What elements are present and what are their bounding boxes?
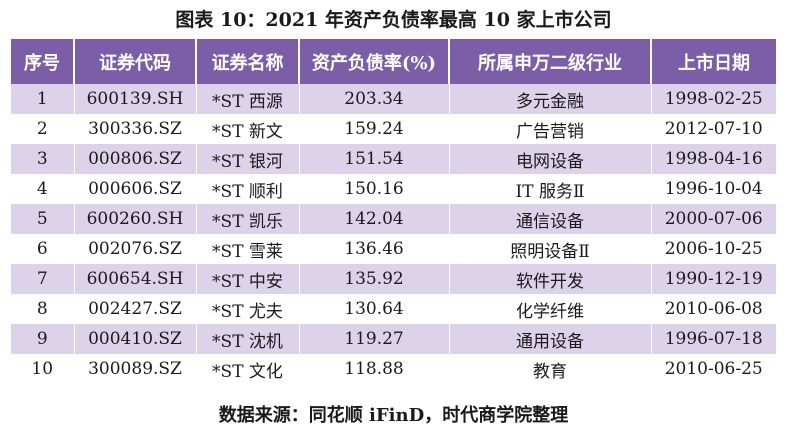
cell-index: 4 <box>11 174 75 204</box>
header-listing-date: 上市日期 <box>651 39 776 84</box>
source-note: 数据来源：同花顺 iFinD，时代商学院整理 <box>218 405 569 426</box>
cell-index: 1 <box>11 84 75 114</box>
cell-debt-ratio: 151.54 <box>299 144 450 174</box>
table-row: 1 600139.SH *ST 西源 203.34 多元金融 1998-02-25 <box>11 84 776 114</box>
cell-listing-date: 1996-07-18 <box>651 324 776 354</box>
cell-industry: 通信设备 <box>449 204 652 234</box>
cell-debt-ratio: 118.88 <box>299 354 450 384</box>
cell-listing-date: 1996-10-04 <box>651 174 776 204</box>
cell-name: *ST 沈机 <box>196 324 300 354</box>
table-title: 图表 10：2021 年资产负债率最高 10 家上市公司 <box>175 9 612 31</box>
header-debt-ratio: 资产负债率(%) <box>299 39 450 84</box>
cell-name: *ST 尤夫 <box>196 294 300 324</box>
cell-debt-ratio: 136.46 <box>299 234 450 264</box>
cell-code: 000606.SZ <box>74 174 197 204</box>
cell-industry: IT 服务Ⅱ <box>449 174 652 204</box>
cell-code: 600139.SH <box>74 84 197 114</box>
cell-index: 3 <box>11 144 75 174</box>
cell-code: 600260.SH <box>74 204 197 234</box>
cell-listing-date: 1990-12-19 <box>651 264 776 294</box>
cell-index: 10 <box>11 354 75 384</box>
cell-name: *ST 西源 <box>196 84 300 114</box>
cell-name: *ST 银河 <box>196 144 300 174</box>
cell-industry: 通用设备 <box>449 324 652 354</box>
cell-industry: 软件开发 <box>449 264 652 294</box>
table-row: 4 000606.SZ *ST 顺利 150.16 IT 服务Ⅱ 1996-10-04 <box>11 174 776 204</box>
cell-code: 002076.SZ <box>74 234 197 264</box>
debt-ratio-table: 序号 证券代码 证券名称 资产负债率(%) 所属申万二级行业 上市日期 1 600… <box>11 39 776 384</box>
cell-name: *ST 凯乐 <box>196 204 300 234</box>
cell-listing-date: 1998-04-16 <box>651 144 776 174</box>
cell-index: 5 <box>11 204 75 234</box>
table-row: 2 300336.SZ *ST 新文 159.24 广告营销 2012-07-10 <box>11 114 776 144</box>
table-row: 3 000806.SZ *ST 银河 151.54 电网设备 1998-04-16 <box>11 144 776 174</box>
cell-name: *ST 雪莱 <box>196 234 300 264</box>
cell-name: *ST 新文 <box>196 114 300 144</box>
cell-listing-date: 2006-10-25 <box>651 234 776 264</box>
cell-code: 600654.SH <box>74 264 197 294</box>
cell-industry: 广告营销 <box>449 114 652 144</box>
cell-code: 000806.SZ <box>74 144 197 174</box>
cell-listing-date: 2012-07-10 <box>651 114 776 144</box>
cell-industry: 照明设备Ⅱ <box>449 234 652 264</box>
cell-debt-ratio: 119.27 <box>299 324 450 354</box>
header-index: 序号 <box>11 39 75 84</box>
cell-industry: 多元金融 <box>449 84 652 114</box>
cell-code: 000410.SZ <box>74 324 197 354</box>
header-row: 序号 证券代码 证券名称 资产负债率(%) 所属申万二级行业 上市日期 <box>11 39 776 84</box>
cell-code: 300089.SZ <box>74 354 197 384</box>
cell-debt-ratio: 130.64 <box>299 294 450 324</box>
cell-debt-ratio: 150.16 <box>299 174 450 204</box>
table-row: 7 600654.SH *ST 中安 135.92 软件开发 1990-12-19 <box>11 264 776 294</box>
cell-index: 9 <box>11 324 75 354</box>
table-row: 9 000410.SZ *ST 沈机 119.27 通用设备 1996-07-18 <box>11 324 776 354</box>
cell-listing-date: 2010-06-08 <box>651 294 776 324</box>
cell-code: 002427.SZ <box>74 294 197 324</box>
table-row: 8 002427.SZ *ST 尤夫 130.64 化学纤维 2010-06-08 <box>11 294 776 324</box>
header-industry: 所属申万二级行业 <box>449 39 652 84</box>
cell-index: 7 <box>11 264 75 294</box>
header-name: 证券名称 <box>196 39 300 84</box>
cell-debt-ratio: 203.34 <box>299 84 450 114</box>
cell-name: *ST 中安 <box>196 264 300 294</box>
table-body: 1 600139.SH *ST 西源 203.34 多元金融 1998-02-25 2 300… <box>11 84 776 384</box>
table-row: 6 002076.SZ *ST 雪莱 136.46 照明设备Ⅱ 2006-10-25 <box>11 234 776 264</box>
cell-listing-date: 1998-02-25 <box>651 84 776 114</box>
cell-name: *ST 顺利 <box>196 174 300 204</box>
cell-debt-ratio: 142.04 <box>299 204 450 234</box>
cell-industry: 化学纤维 <box>449 294 652 324</box>
header-code: 证券代码 <box>74 39 197 84</box>
cell-industry: 电网设备 <box>449 144 652 174</box>
cell-index: 8 <box>11 294 75 324</box>
cell-debt-ratio: 135.92 <box>299 264 450 294</box>
cell-index: 2 <box>11 114 75 144</box>
cell-listing-date: 2000-07-06 <box>651 204 776 234</box>
cell-code: 300336.SZ <box>74 114 197 144</box>
table-row: 5 600260.SH *ST 凯乐 142.04 通信设备 2000-07-06 <box>11 204 776 234</box>
cell-name: *ST 文化 <box>196 354 300 384</box>
cell-industry: 教育 <box>449 354 652 384</box>
cell-debt-ratio: 159.24 <box>299 114 450 144</box>
cell-listing-date: 2010-06-25 <box>651 354 776 384</box>
table-row: 10 300089.SZ *ST 文化 118.88 教育 2010-06-25 <box>11 354 776 384</box>
cell-index: 6 <box>11 234 75 264</box>
